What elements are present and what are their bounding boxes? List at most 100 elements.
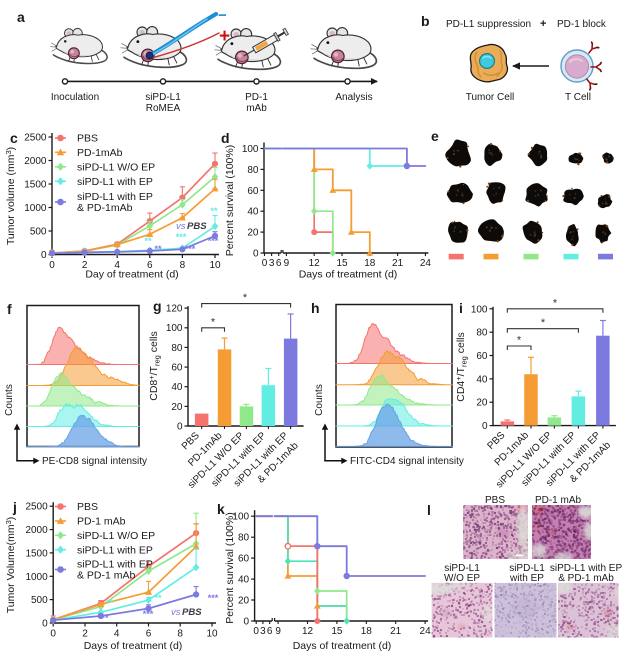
svg-text:***: ***: [143, 609, 154, 619]
svg-text:0: 0: [253, 626, 259, 637]
svg-text:T Cell: T Cell: [565, 92, 591, 103]
svg-text:& PD-1mAb: & PD-1mAb: [77, 202, 133, 214]
svg-text:1500: 1500: [24, 180, 47, 191]
svg-text:vs: vs: [171, 607, 181, 618]
svg-text:PBS: PBS: [77, 501, 98, 513]
svg-text:2000: 2000: [25, 525, 48, 536]
svg-text:6: 6: [276, 258, 282, 269]
svg-text:h: h: [311, 300, 320, 316]
svg-text:6: 6: [146, 629, 152, 640]
svg-text:vs: vs: [176, 221, 186, 232]
svg-text:PBS: PBS: [182, 607, 202, 618]
svg-text:c: c: [10, 130, 18, 146]
svg-text:g: g: [153, 298, 162, 314]
svg-text:2500: 2500: [25, 502, 48, 513]
svg-text:Percent survival (100%): Percent survival (100%): [224, 145, 236, 256]
svg-text:60: 60: [247, 186, 259, 197]
svg-text:100: 100: [232, 512, 249, 523]
svg-text:15: 15: [331, 626, 343, 637]
svg-text:15: 15: [336, 258, 348, 269]
svg-text:siPD-L1: siPD-L1: [509, 563, 545, 574]
svg-text:with EP: with EP: [509, 573, 544, 584]
svg-text:1000: 1000: [24, 203, 47, 214]
svg-text:*: *: [553, 297, 558, 309]
svg-text:500: 500: [30, 227, 47, 238]
svg-text:2000: 2000: [24, 156, 47, 167]
svg-text:siPD-L1 with EP: siPD-L1 with EP: [77, 191, 153, 203]
svg-text:8: 8: [177, 629, 183, 640]
svg-text:PD-1 block: PD-1 block: [557, 19, 607, 30]
svg-text:500: 500: [31, 595, 48, 606]
svg-text:***: ***: [208, 236, 219, 246]
svg-text:0: 0: [42, 619, 48, 630]
svg-text:3: 3: [260, 626, 266, 637]
svg-text:***: ***: [176, 232, 187, 242]
svg-text:Counts: Counts: [314, 384, 325, 416]
svg-text:Days of treatment (d): Days of treatment (d): [84, 640, 183, 652]
svg-text:& PD-1 mAb: & PD-1 mAb: [77, 569, 136, 581]
svg-text:20: 20: [247, 228, 259, 239]
svg-text:a: a: [17, 9, 25, 25]
svg-text:W/O EP: W/O EP: [444, 573, 480, 584]
svg-text:1500: 1500: [25, 548, 48, 559]
svg-text:PE-CD8 signal intensity: PE-CD8 signal intensity: [42, 456, 147, 467]
svg-text:Counts: Counts: [4, 384, 15, 416]
svg-text:100: 100: [242, 144, 259, 155]
svg-text:40: 40: [476, 374, 488, 385]
svg-text:4: 4: [114, 260, 120, 271]
svg-text:100: 100: [471, 304, 488, 315]
svg-text:2: 2: [82, 629, 88, 640]
svg-text:60: 60: [476, 351, 488, 362]
svg-text:CD8+/Treg cells: CD8+/Treg cells: [147, 331, 162, 401]
svg-text:PBS: PBS: [187, 221, 207, 232]
svg-text:2500: 2500: [24, 133, 47, 144]
svg-text:siPD-L1 W/O EP: siPD-L1 W/O EP: [77, 161, 155, 173]
svg-text:Days of treatment (d): Days of treatment (d): [299, 269, 398, 281]
svg-text:mAb: mAb: [246, 103, 267, 114]
svg-text:20: 20: [476, 398, 488, 409]
svg-text:24: 24: [420, 258, 432, 269]
svg-text:**: **: [106, 598, 114, 608]
svg-text:1000: 1000: [25, 572, 48, 583]
svg-text:40: 40: [171, 382, 183, 393]
svg-text:***: ***: [185, 244, 196, 254]
svg-text:80: 80: [476, 328, 488, 339]
svg-text:PBS: PBS: [485, 495, 505, 506]
svg-text:**: **: [154, 244, 162, 254]
svg-text:0: 0: [41, 250, 47, 261]
svg-text:21: 21: [390, 626, 402, 637]
svg-text:18: 18: [361, 626, 373, 637]
svg-text:*: *: [211, 316, 216, 328]
svg-text:*: *: [517, 335, 522, 347]
svg-text:FITC-CD4 signal intensity: FITC-CD4 signal intensity: [350, 456, 464, 467]
svg-text:l: l: [427, 502, 431, 518]
svg-text:0: 0: [50, 629, 56, 640]
svg-text:−: −: [218, 7, 227, 24]
svg-text:siPD-L1 with EP: siPD-L1 with EP: [550, 563, 623, 574]
svg-text:siPD-L1 with EP: siPD-L1 with EP: [77, 544, 153, 556]
svg-text:0: 0: [177, 422, 183, 433]
svg-text:d: d: [221, 130, 230, 146]
svg-text:12: 12: [309, 258, 321, 269]
svg-text:9: 9: [275, 626, 281, 637]
svg-text:***: ***: [208, 593, 219, 603]
svg-text:siPD-L1: siPD-L1: [444, 563, 480, 574]
svg-text:PBS: PBS: [77, 133, 98, 145]
svg-text:4: 4: [114, 629, 120, 640]
svg-text:40: 40: [247, 207, 259, 218]
svg-text:j: j: [12, 499, 17, 515]
svg-text:Tumor volume (mm3): Tumor volume (mm3): [4, 147, 17, 245]
svg-text:PD-1 mAb: PD-1 mAb: [77, 516, 126, 528]
svg-text:PD-1: PD-1: [245, 92, 268, 103]
svg-text:6: 6: [267, 626, 273, 637]
svg-text:6: 6: [147, 260, 153, 271]
svg-text:Inoculation: Inoculation: [51, 92, 99, 103]
svg-text:18: 18: [364, 258, 376, 269]
svg-text:60: 60: [238, 554, 250, 565]
svg-text:3: 3: [269, 258, 275, 269]
svg-text:8: 8: [180, 260, 186, 271]
svg-text:0: 0: [262, 258, 268, 269]
svg-text:9: 9: [284, 258, 290, 269]
svg-text:20: 20: [238, 596, 250, 607]
svg-text:+: +: [219, 26, 230, 47]
